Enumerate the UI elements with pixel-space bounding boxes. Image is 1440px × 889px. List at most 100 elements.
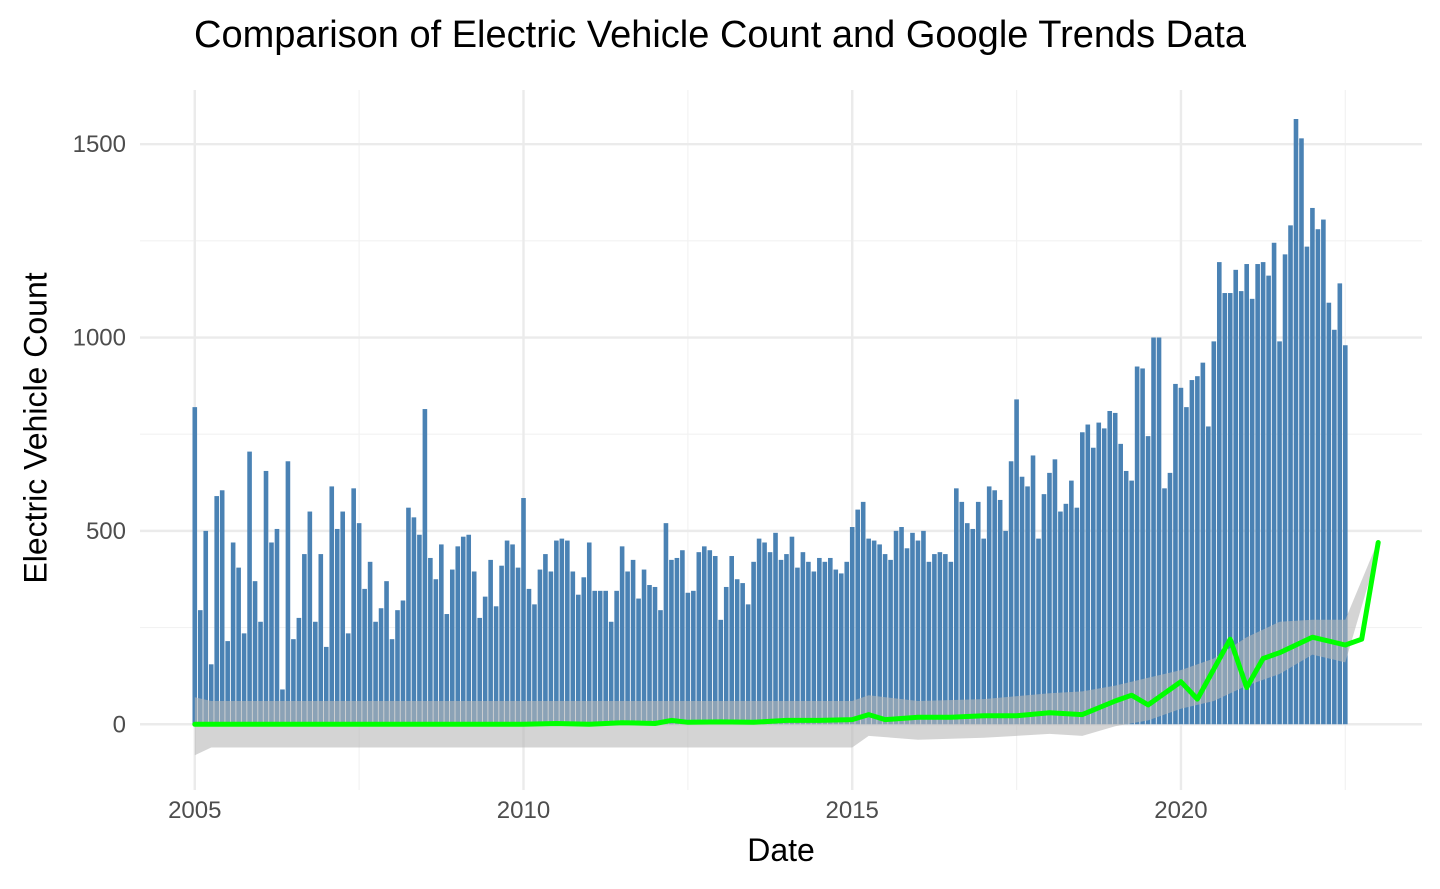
y-tick-label: 1000: [73, 325, 126, 352]
bar: [285, 461, 291, 725]
bar-series: [192, 119, 1348, 725]
bar: [1167, 472, 1173, 725]
bar: [1337, 283, 1343, 725]
bar: [570, 571, 576, 725]
trend-line: [192, 540, 1381, 727]
bar: [247, 451, 252, 725]
bar: [554, 540, 559, 725]
x-tick-label: 2010: [497, 797, 550, 824]
tick-labels: 2005 2010 2015 2020 0 500 1000 1500: [73, 131, 1208, 824]
bar: [608, 621, 614, 725]
bar: [356, 523, 362, 725]
bar: [543, 554, 548, 725]
bar: [959, 501, 965, 725]
bar: [997, 499, 1003, 725]
bar: [208, 664, 214, 725]
bar: [1129, 480, 1134, 725]
bar: [1096, 422, 1102, 725]
bar: [877, 544, 882, 725]
bar: [1107, 410, 1113, 725]
y-tick-label: 500: [86, 518, 126, 545]
bar: [406, 507, 411, 725]
bar: [723, 586, 729, 725]
bar: [334, 528, 340, 725]
bar: [428, 557, 433, 725]
bar: [269, 542, 274, 725]
bar: [1025, 486, 1030, 725]
bar: [932, 554, 937, 725]
bar: [345, 633, 351, 725]
bar: [636, 598, 641, 725]
bar: [449, 569, 455, 725]
bar: [597, 590, 603, 725]
bar: [937, 552, 943, 725]
bar: [389, 639, 395, 725]
bar: [773, 532, 778, 725]
bar: [1189, 380, 1195, 725]
bar: [740, 583, 745, 725]
bar: [1118, 443, 1123, 725]
y-tick-label: 0: [113, 711, 126, 738]
bar: [674, 557, 680, 725]
bar: [795, 567, 800, 725]
bar: [718, 619, 724, 725]
bar: [581, 577, 587, 725]
bar: [1206, 426, 1211, 725]
bar: [1145, 436, 1151, 725]
bar: [1134, 366, 1140, 725]
bar: [1074, 507, 1080, 725]
bar: [1288, 225, 1293, 725]
bar: [1069, 480, 1074, 725]
bar: [1003, 530, 1008, 725]
bar: [767, 552, 773, 725]
bar: [510, 544, 515, 725]
bar: [1151, 337, 1156, 725]
bar: [756, 538, 762, 725]
bar: [1260, 262, 1266, 725]
bar: [1008, 461, 1014, 725]
bar: [828, 557, 833, 725]
bar: [1080, 432, 1085, 725]
bar: [482, 596, 488, 725]
bar: [647, 585, 652, 725]
bar: [526, 588, 532, 725]
bar: [833, 569, 839, 725]
bar: [1233, 269, 1239, 725]
bar: [1244, 264, 1249, 725]
bar: [1342, 345, 1348, 725]
bar: [230, 542, 236, 725]
bar: [192, 407, 198, 725]
bar: [954, 488, 959, 725]
bar: [641, 569, 647, 725]
bar: [1090, 447, 1096, 725]
bar: [477, 617, 482, 725]
bar: [444, 614, 450, 725]
bar: [691, 590, 696, 725]
bar: [559, 538, 565, 725]
bar: [685, 592, 691, 725]
bar: [1173, 383, 1178, 725]
bar: [1052, 459, 1058, 725]
bar: [800, 552, 806, 725]
bar: [252, 581, 258, 725]
bar: [658, 610, 663, 725]
bar: [493, 606, 499, 725]
bar: [1271, 242, 1277, 725]
bar: [1282, 254, 1288, 725]
x-axis-label: Date: [747, 832, 815, 868]
bar: [915, 540, 921, 725]
bar: [433, 579, 439, 725]
bar: [1162, 488, 1167, 725]
x-tick-label: 2015: [826, 797, 879, 824]
bar: [1249, 298, 1255, 725]
bar: [899, 527, 904, 725]
bar: [1310, 207, 1315, 725]
bar: [395, 610, 400, 725]
bar: [302, 554, 307, 725]
bar: [844, 561, 850, 725]
bar: [712, 556, 718, 725]
bar: [575, 594, 581, 725]
bar: [734, 579, 740, 725]
y-axis-label: Electric Vehicle Count: [17, 272, 54, 584]
trend-line-series: [192, 540, 1381, 727]
